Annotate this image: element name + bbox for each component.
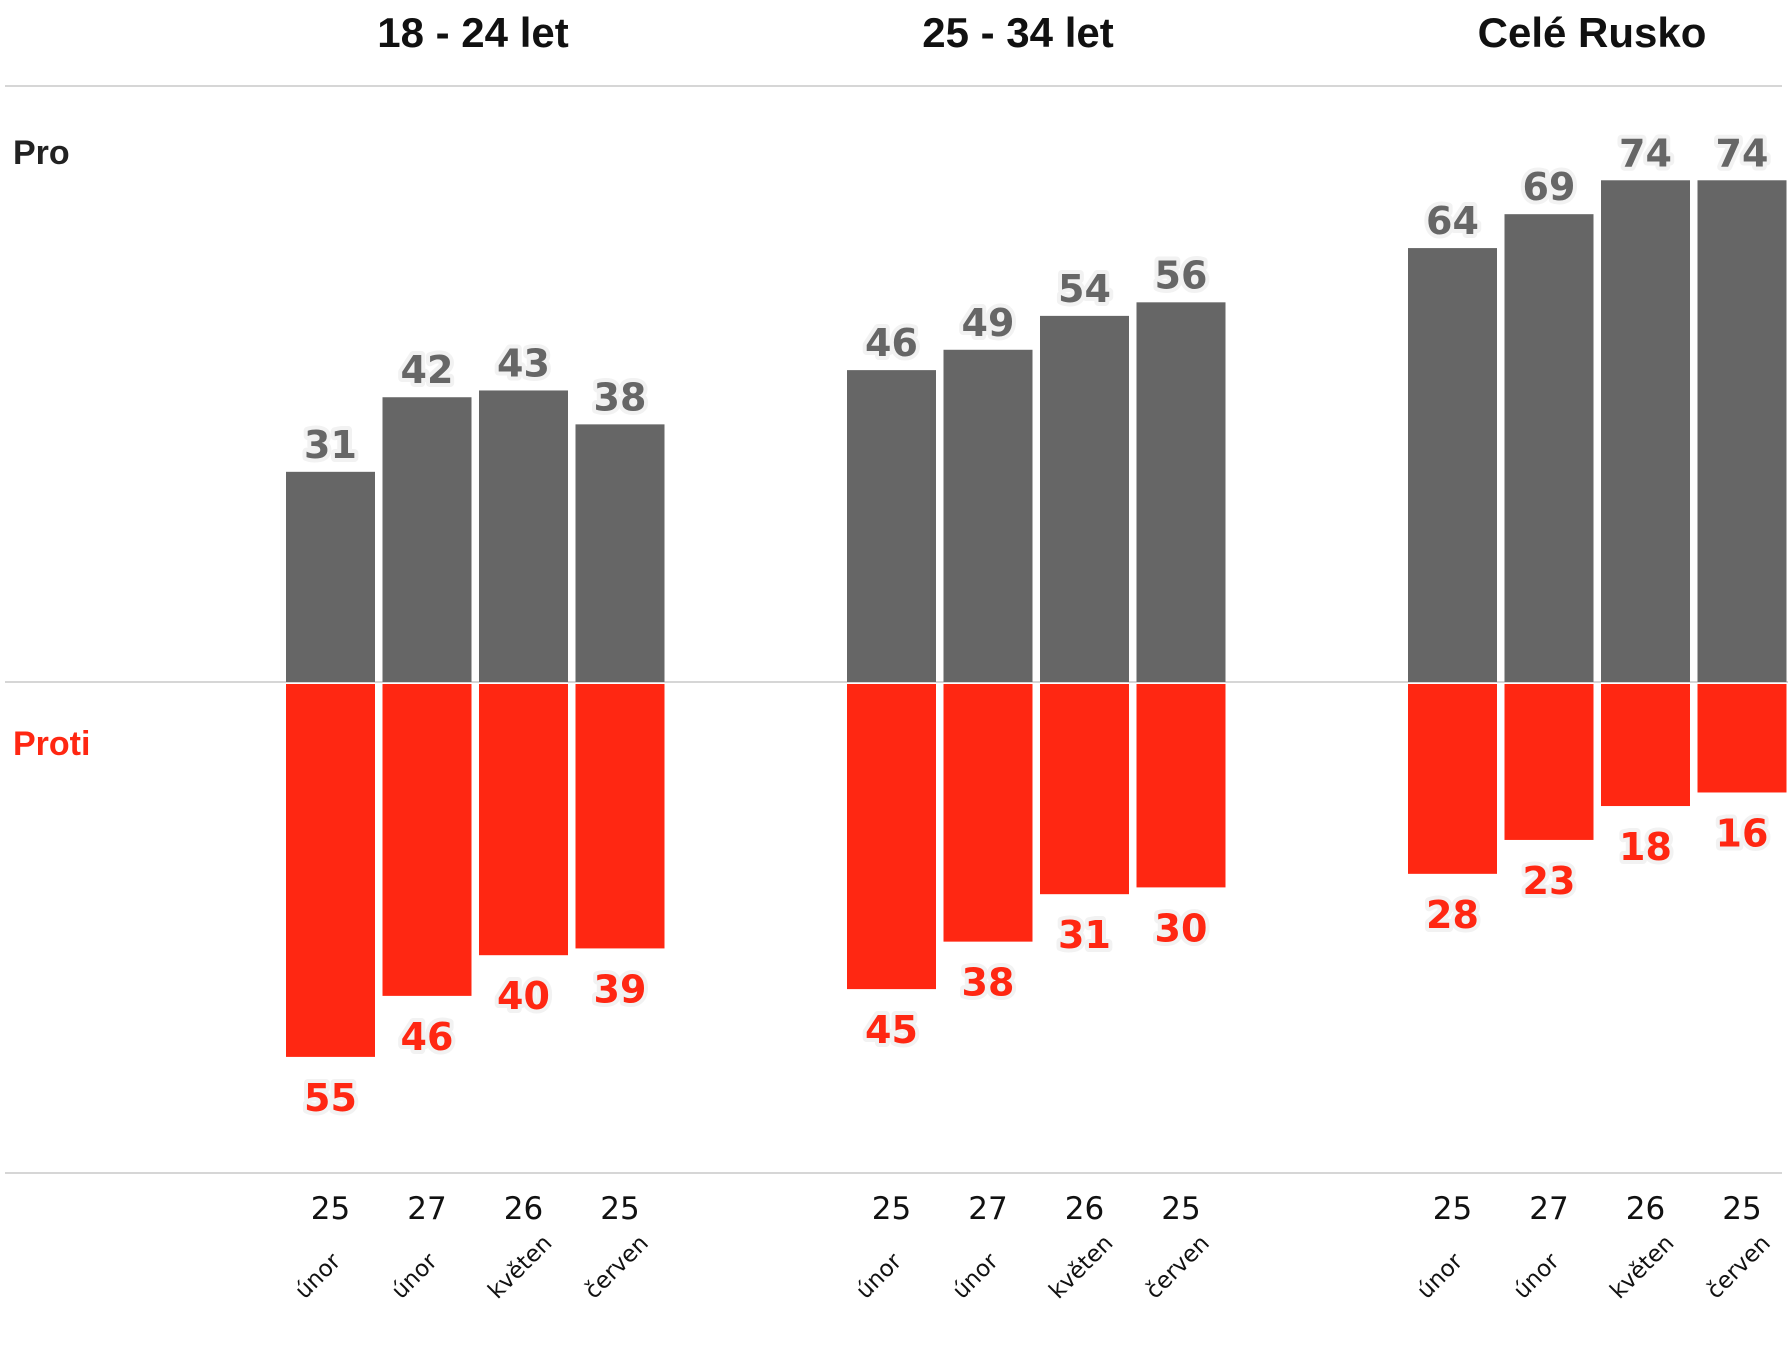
bar-pro (1136, 302, 1226, 682)
value-label-proti: 30 (1155, 906, 1208, 950)
tick-month: květen (1044, 1230, 1118, 1304)
bar-proti (575, 684, 665, 949)
value-label-proti: 28 (1426, 893, 1479, 937)
value-label-proti: 18 (1619, 825, 1672, 869)
value-label-proti: 38 (962, 961, 1015, 1005)
bar-proti (479, 684, 568, 956)
bar-proti (1040, 684, 1129, 895)
tick-month: únor (948, 1248, 1004, 1304)
value-label-proti: 31 (1058, 913, 1111, 957)
value-label-proti: 55 (304, 1076, 357, 1120)
value-label-pro: 49 (962, 301, 1015, 345)
value-label-proti: 45 (865, 1008, 918, 1052)
bar-pro (1697, 180, 1787, 682)
bar-pro (1040, 315, 1129, 682)
tick-day: 27 (968, 1191, 1007, 1227)
value-label-pro: 74 (1716, 131, 1769, 175)
tick-month: únor (851, 1248, 907, 1304)
value-label-proti: 40 (497, 974, 550, 1018)
value-label-pro: 42 (401, 348, 454, 392)
tick-month: červen (1141, 1230, 1215, 1304)
tick-day: 25 (1433, 1191, 1472, 1227)
tick-month: červen (1702, 1230, 1776, 1304)
tick-month: květen (483, 1230, 557, 1304)
group-title: 25 - 34 let (922, 9, 1113, 56)
bar-proti (286, 684, 375, 1057)
value-label-pro: 64 (1426, 199, 1479, 243)
tick-day: 25 (600, 1191, 639, 1227)
bar-pro (382, 397, 472, 682)
value-label-proti: 46 (401, 1015, 454, 1059)
bar-pro (847, 370, 936, 682)
value-label-pro: 56 (1155, 253, 1208, 297)
bar-pro (1504, 214, 1594, 682)
bar-pro (943, 349, 1033, 682)
bar-proti (1136, 684, 1226, 888)
value-label-pro: 43 (497, 341, 550, 385)
tick-day: 25 (311, 1191, 350, 1227)
bar-proti (847, 684, 936, 990)
tick-day: 27 (407, 1191, 446, 1227)
tick-month: únor (1509, 1248, 1565, 1304)
tick-month: únor (1412, 1248, 1468, 1304)
bar-proti (943, 684, 1033, 942)
bar-proti (1408, 684, 1497, 874)
tick-day: 26 (1626, 1191, 1665, 1227)
group-title: Celé Rusko (1478, 9, 1707, 56)
bar-pro (286, 471, 375, 682)
tick-month: květen (1605, 1230, 1679, 1304)
bar-pro (575, 424, 665, 682)
tick-day: 25 (872, 1191, 911, 1227)
value-label-proti: 23 (1523, 859, 1576, 903)
tick-day: 26 (504, 1191, 543, 1227)
group-title: 18 - 24 let (377, 9, 568, 56)
bar-pro (1408, 248, 1497, 682)
bar-proti (382, 684, 472, 996)
value-label-pro: 38 (594, 375, 647, 419)
bar-proti (1697, 684, 1787, 793)
tick-month: únor (290, 1248, 346, 1304)
value-label-pro: 74 (1619, 131, 1672, 175)
bar-proti (1504, 684, 1594, 840)
value-label-pro: 54 (1058, 267, 1111, 311)
bar-pro (479, 390, 568, 682)
legend-pro: Pro (13, 134, 70, 172)
bar-pro (1601, 180, 1690, 682)
tick-month: červen (580, 1230, 654, 1304)
bar-proti (1601, 684, 1690, 807)
tick-day: 26 (1065, 1191, 1104, 1227)
value-label-proti: 39 (594, 967, 647, 1011)
value-label-pro: 69 (1523, 165, 1576, 209)
tick-day: 27 (1529, 1191, 1568, 1227)
legend-proti: Proti (13, 725, 90, 763)
tick-day: 25 (1161, 1191, 1200, 1227)
value-label-pro: 46 (865, 321, 918, 365)
tick-month: únor (387, 1248, 443, 1304)
value-label-proti: 16 (1716, 811, 1769, 855)
tick-day: 25 (1722, 1191, 1761, 1227)
value-label-pro: 31 (304, 423, 357, 467)
